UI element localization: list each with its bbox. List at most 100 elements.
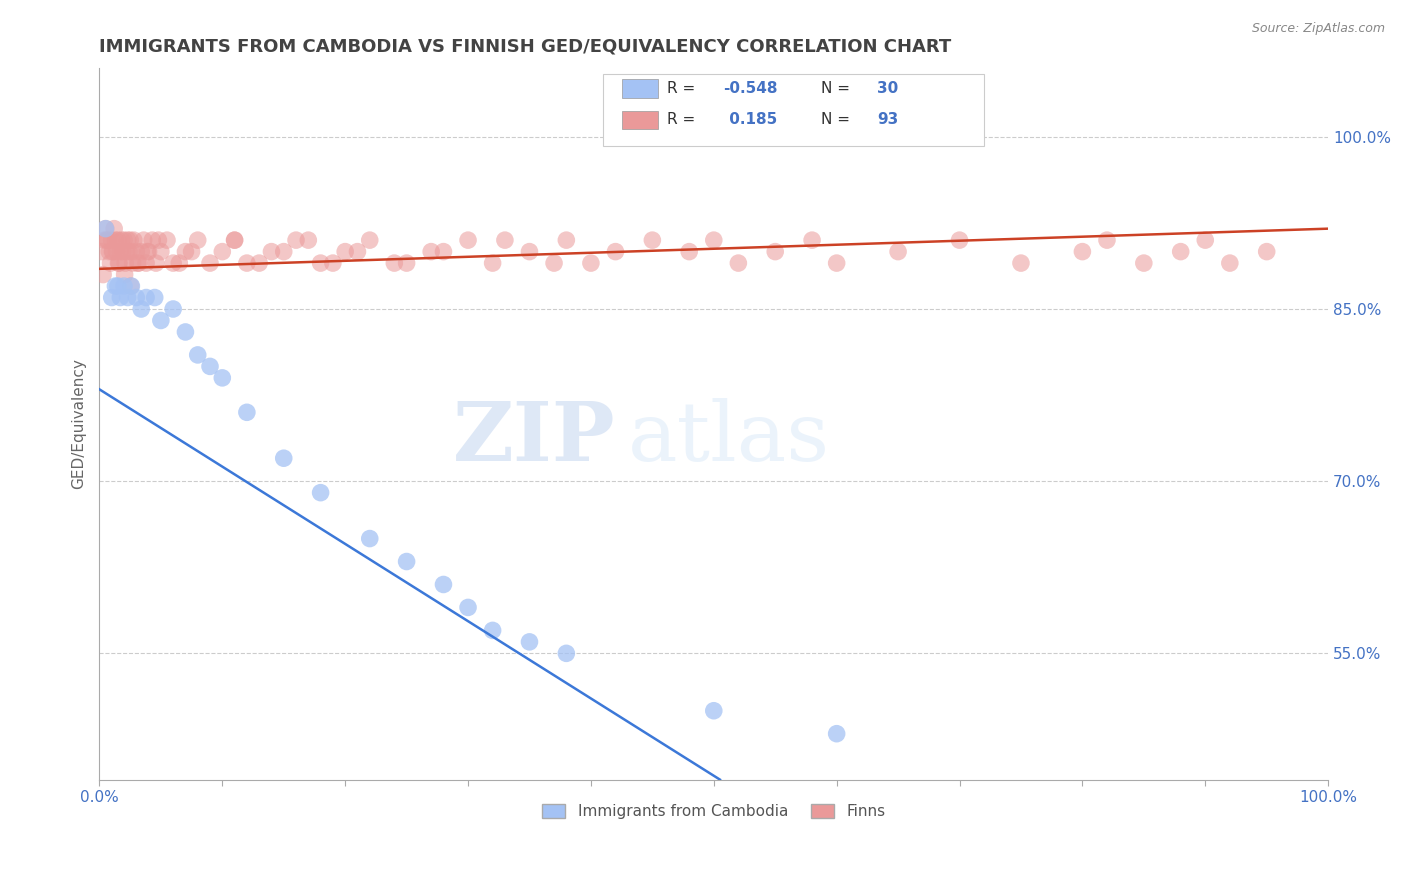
Text: R =: R = <box>666 112 700 128</box>
Point <box>481 256 503 270</box>
Point <box>125 291 148 305</box>
Point <box>825 256 848 270</box>
Text: ZIP: ZIP <box>453 398 616 478</box>
Point <box>117 233 139 247</box>
Point <box>114 268 136 282</box>
Point <box>94 221 117 235</box>
Legend: Immigrants from Cambodia, Finns: Immigrants from Cambodia, Finns <box>536 798 891 825</box>
Point <box>97 233 120 247</box>
Point <box>211 244 233 259</box>
Point <box>948 233 970 247</box>
Point <box>138 244 160 259</box>
Point <box>187 348 209 362</box>
Point <box>129 244 152 259</box>
Point <box>114 256 136 270</box>
Point <box>100 233 122 247</box>
Point <box>260 244 283 259</box>
Point <box>395 256 418 270</box>
FancyBboxPatch shape <box>603 74 984 146</box>
Point <box>346 244 368 259</box>
Point <box>149 244 172 259</box>
Point <box>129 301 152 316</box>
Point <box>457 600 479 615</box>
Point <box>703 704 725 718</box>
Point <box>481 624 503 638</box>
Point <box>127 256 149 270</box>
Point <box>104 233 127 247</box>
Point <box>120 233 142 247</box>
Text: atlas: atlas <box>627 398 830 478</box>
Point <box>763 244 786 259</box>
Point <box>309 485 332 500</box>
Text: N =: N = <box>821 112 855 128</box>
Point <box>825 727 848 741</box>
Point <box>135 291 157 305</box>
Point <box>236 256 259 270</box>
Point <box>162 256 184 270</box>
Text: 30: 30 <box>877 81 898 96</box>
Point <box>93 233 115 247</box>
Point <box>1170 244 1192 259</box>
Point <box>162 301 184 316</box>
Text: Source: ZipAtlas.com: Source: ZipAtlas.com <box>1251 22 1385 36</box>
Point <box>273 244 295 259</box>
Text: R =: R = <box>666 81 700 96</box>
Point <box>1256 244 1278 259</box>
Point <box>174 325 197 339</box>
Point <box>105 244 128 259</box>
Point <box>122 233 145 247</box>
Point <box>156 233 179 247</box>
Point <box>801 233 824 247</box>
Point <box>100 256 122 270</box>
Point <box>101 244 124 259</box>
Point <box>118 244 141 259</box>
Point <box>112 233 135 247</box>
Point <box>111 244 134 259</box>
Point <box>101 244 124 259</box>
Point <box>1194 233 1216 247</box>
Point <box>432 244 454 259</box>
Point <box>543 256 565 270</box>
Point <box>678 244 700 259</box>
Point <box>174 244 197 259</box>
Text: 0.185: 0.185 <box>724 112 778 128</box>
Point <box>247 256 270 270</box>
Point <box>121 256 143 270</box>
Point <box>135 256 157 270</box>
Point <box>108 256 131 270</box>
Text: N =: N = <box>821 81 855 96</box>
Point <box>555 646 578 660</box>
Point <box>148 233 170 247</box>
Point <box>887 244 910 259</box>
Point <box>120 279 142 293</box>
Point <box>149 313 172 327</box>
Point <box>107 233 129 247</box>
Point <box>359 233 381 247</box>
Point <box>125 244 148 259</box>
Point <box>519 635 541 649</box>
FancyBboxPatch shape <box>621 111 658 129</box>
Point <box>359 532 381 546</box>
FancyBboxPatch shape <box>621 79 658 98</box>
Text: IMMIGRANTS FROM CAMBODIA VS FINNISH GED/EQUIVALENCY CORRELATION CHART: IMMIGRANTS FROM CAMBODIA VS FINNISH GED/… <box>100 37 952 55</box>
Text: 93: 93 <box>877 112 898 128</box>
Point <box>432 577 454 591</box>
Point <box>90 244 112 259</box>
Point <box>309 256 332 270</box>
Point <box>1071 244 1094 259</box>
Point <box>136 244 159 259</box>
Point <box>110 244 132 259</box>
Point <box>605 244 627 259</box>
Point <box>1010 256 1032 270</box>
Point <box>1133 256 1156 270</box>
Y-axis label: GED/Equivalency: GED/Equivalency <box>72 359 86 489</box>
Point <box>117 291 139 305</box>
Point <box>112 279 135 293</box>
Point <box>555 233 578 247</box>
Point <box>579 256 602 270</box>
Point <box>120 244 142 259</box>
Point <box>100 291 122 305</box>
Point <box>322 256 344 270</box>
Point <box>236 405 259 419</box>
Point <box>703 233 725 247</box>
